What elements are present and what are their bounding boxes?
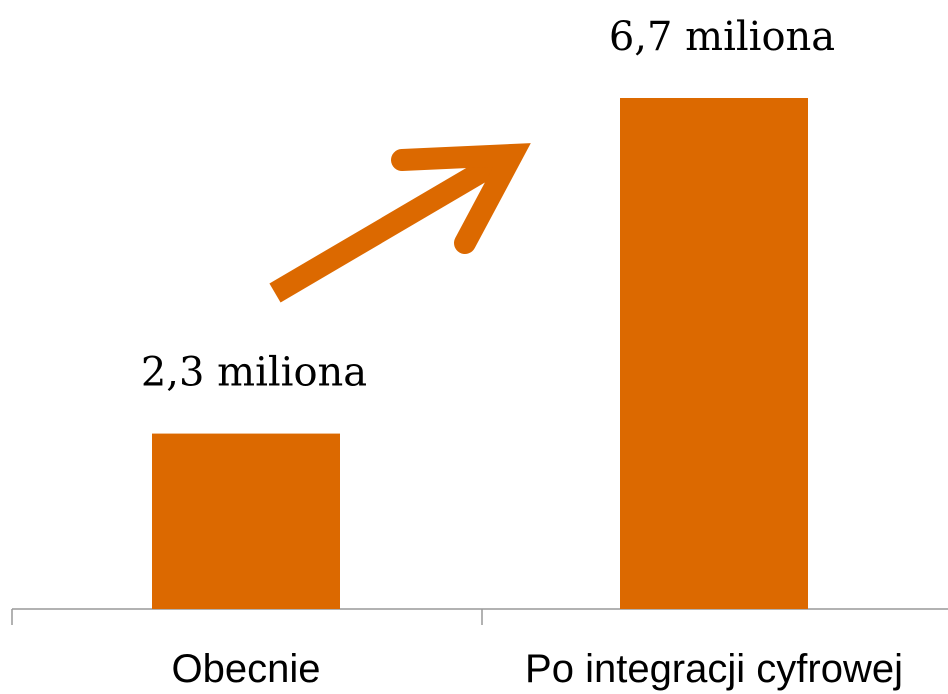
arrow bbox=[269, 143, 531, 303]
bar bbox=[620, 98, 808, 609]
value-label: 2,3 miliona bbox=[141, 350, 367, 396]
arrow-shaft bbox=[269, 148, 511, 303]
bar bbox=[152, 433, 340, 609]
x-tick-label: Obecnie bbox=[172, 647, 321, 691]
arrow-head bbox=[391, 143, 531, 254]
x-tick-label: Po integracji cyfrowej bbox=[525, 647, 903, 691]
value-label: 6,7 miliona bbox=[609, 14, 835, 60]
